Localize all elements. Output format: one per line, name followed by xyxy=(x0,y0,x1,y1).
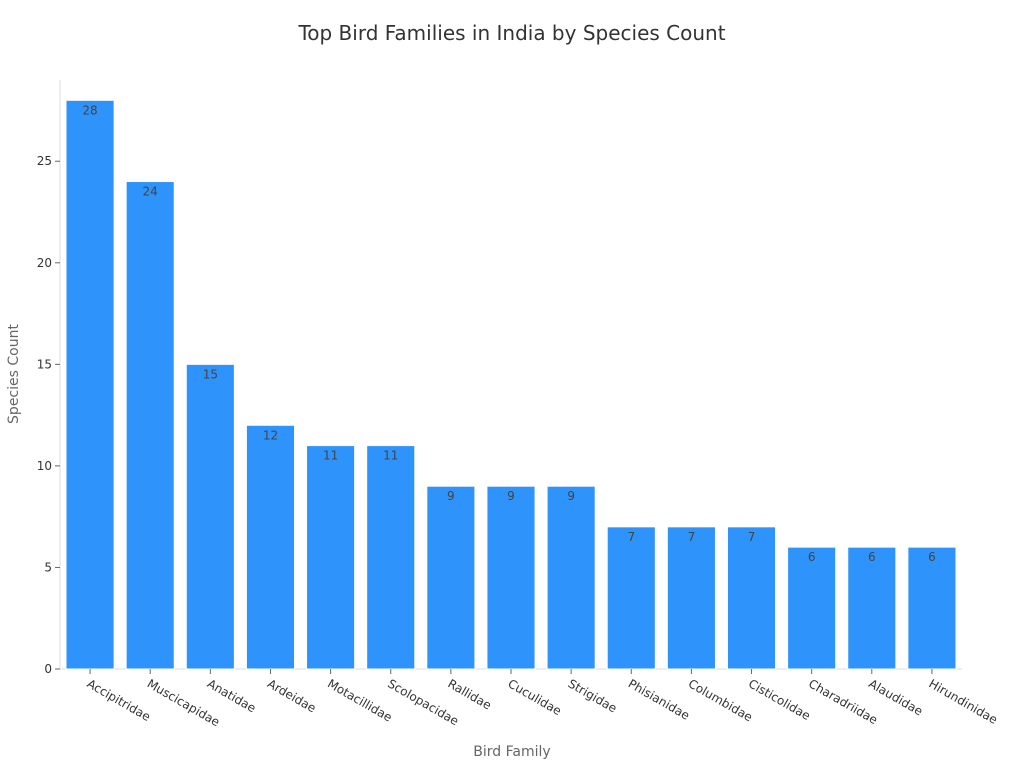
bar-value-label: 7 xyxy=(748,530,756,544)
bar xyxy=(606,526,656,670)
bar-value-label: 28 xyxy=(82,103,97,117)
x-tick-label: Phisianidae xyxy=(626,676,692,722)
bar xyxy=(125,181,175,670)
y-tick-label: 20 xyxy=(37,256,52,270)
bar-value-label: 12 xyxy=(263,428,278,442)
x-tick-label: Strigidae xyxy=(566,676,620,715)
bar-value-label: 9 xyxy=(507,489,515,503)
bar xyxy=(486,485,536,670)
x-axis-title: Bird Family xyxy=(473,744,550,760)
x-tick-label: Cuculidae xyxy=(506,676,564,718)
bar-value-label: 6 xyxy=(928,550,936,564)
x-tick-label: Anatidae xyxy=(205,676,258,715)
chart-title: Top Bird Families in India by Species Co… xyxy=(297,21,725,45)
x-tick-label: Hirundinidae xyxy=(926,676,999,726)
y-axis-title: Species Count xyxy=(6,324,22,424)
x-tick-label: Rallidae xyxy=(445,676,493,712)
bar-value-label: 11 xyxy=(383,449,398,463)
bar xyxy=(245,424,296,670)
bar-value-label: 24 xyxy=(143,185,158,199)
x-tick-label: Ardeidae xyxy=(265,676,318,715)
bar-value-label: 6 xyxy=(808,550,816,564)
y-tick-label: 10 xyxy=(37,459,52,473)
x-tick-label: Columbidae xyxy=(686,676,755,724)
plot-area: 051015202528Accipitridae24Muscicapidae15… xyxy=(37,80,1000,729)
bar-value-label: 15 xyxy=(203,367,218,381)
bar xyxy=(546,485,596,670)
bar xyxy=(426,485,476,670)
bar-value-label: 7 xyxy=(627,530,635,544)
bar-value-label: 9 xyxy=(567,489,575,503)
x-tick-label: Accipitridae xyxy=(85,676,153,724)
y-tick-label: 15 xyxy=(37,357,52,371)
x-tick-label: Motacillidae xyxy=(325,676,394,724)
bar-value-label: 9 xyxy=(447,489,455,503)
bar xyxy=(847,546,897,670)
bar xyxy=(666,526,716,670)
bar xyxy=(366,445,416,670)
bar xyxy=(306,445,356,670)
y-tick-label: 25 xyxy=(37,154,52,168)
bar xyxy=(726,526,777,670)
bar-value-label: 11 xyxy=(323,449,338,463)
bar xyxy=(65,99,115,670)
x-tick-label: Cisticolidae xyxy=(746,676,813,723)
y-tick-label: 0 xyxy=(44,662,52,676)
bar-value-label: 7 xyxy=(688,530,696,544)
bar xyxy=(907,546,957,670)
y-tick-label: 5 xyxy=(44,560,52,574)
bar-value-label: 6 xyxy=(868,550,876,564)
bar xyxy=(787,546,837,670)
bar xyxy=(185,363,235,670)
